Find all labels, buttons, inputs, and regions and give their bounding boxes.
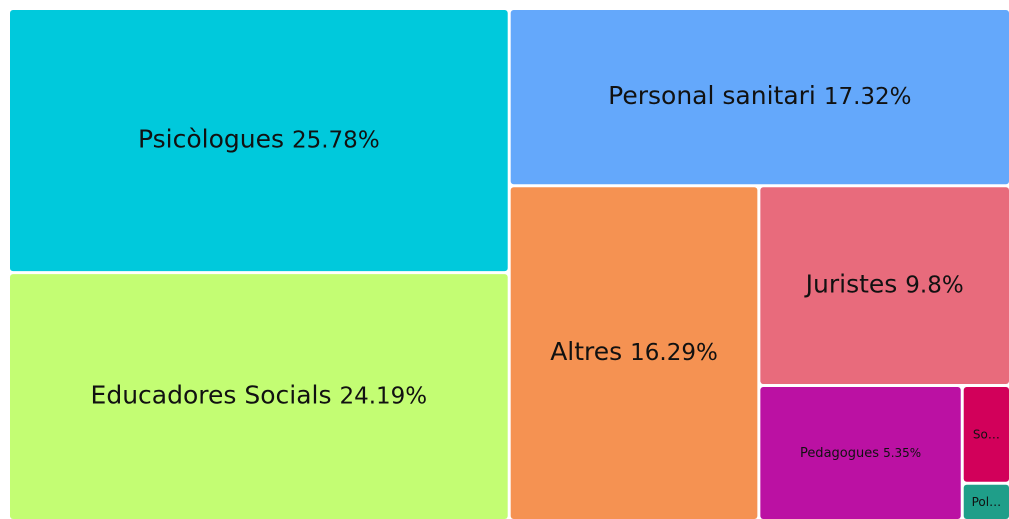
cell-category: Educadores Socials [91, 381, 332, 410]
cell-category: Psicòlogues [138, 125, 284, 154]
cell-value-label: 9.8% [905, 272, 963, 298]
cell-value-label: 5.35% [883, 446, 921, 460]
cell-label: Pol… [972, 494, 1001, 508]
treemap-cell [10, 274, 508, 519]
cell-category: Pol… [972, 494, 1001, 508]
cell-label: Pedagogues 5.35% [800, 446, 921, 461]
cell-label: So… [973, 427, 1000, 441]
cell-value-label: 25.78% [292, 127, 380, 153]
cell-label: Educadores Socials 24.19% [91, 381, 428, 410]
treemap-cell [760, 187, 1009, 385]
treemap-cell [10, 10, 508, 272]
cell-label: Juristes 9.8% [804, 270, 964, 299]
cell-category: So… [973, 427, 1000, 441]
treemap-cell [510, 187, 758, 519]
cell-label: Altres 16.29% [550, 337, 718, 366]
cell-category: Juristes [804, 270, 898, 299]
cell-category: Altres [550, 337, 622, 366]
cell-value-label: 17.32% [824, 84, 912, 110]
treemap-cell [963, 387, 1009, 482]
treemap-cell [760, 387, 961, 519]
cell-label: Psicòlogues 25.78% [138, 125, 380, 154]
cell-value-label: 16.29% [630, 340, 718, 366]
treemap-cell [963, 484, 1009, 519]
treemap-cell [510, 10, 1009, 185]
cell-category: Personal sanitari [608, 81, 816, 110]
cell-value-label: 24.19% [339, 383, 427, 409]
cell-label: Personal sanitari 17.32% [608, 81, 911, 110]
cell-category: Pedagogues [800, 446, 879, 461]
